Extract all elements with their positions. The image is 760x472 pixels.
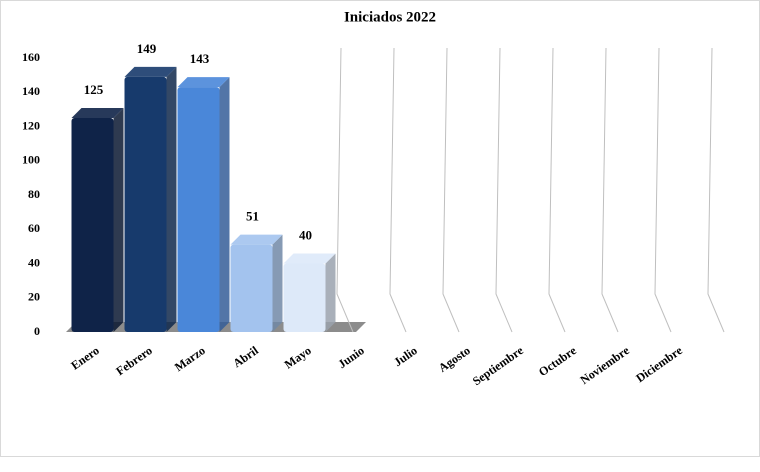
- y-tick-label: 100: [22, 153, 40, 167]
- wall-divider: [654, 47, 672, 333]
- value-label-box: [184, 51, 215, 70]
- y-tick-label: 80: [28, 187, 40, 201]
- y-tick-label: 40: [28, 255, 40, 269]
- y-tick-label: 120: [22, 118, 40, 132]
- bar-side: [113, 107, 124, 332]
- wall-divider: [707, 47, 725, 333]
- bar: [177, 87, 220, 332]
- wall-divider: [336, 47, 354, 333]
- y-tick-label: 140: [22, 84, 40, 98]
- y-tick-label: 60: [28, 221, 40, 235]
- bar-side: [219, 77, 230, 332]
- value-label: 125: [84, 82, 104, 97]
- bar-top: [283, 253, 336, 264]
- wall-divider: [548, 47, 566, 333]
- value-label-box: [78, 81, 109, 100]
- bar-top: [177, 77, 230, 88]
- bar-top: [124, 66, 177, 77]
- wall-divider: [442, 47, 460, 333]
- bar: [283, 263, 326, 332]
- bar-side: [272, 234, 283, 332]
- wall-divider: [389, 47, 407, 333]
- chart-title: Iniciados 2022: [344, 9, 436, 25]
- bar-side: [325, 253, 336, 332]
- value-label: 143: [190, 51, 210, 66]
- y-tick-label: 160: [22, 50, 40, 64]
- value-label-box: [290, 227, 321, 246]
- value-label: 149: [137, 41, 157, 56]
- y-tick-label: 20: [28, 290, 40, 304]
- y-tick-label: 0: [34, 324, 40, 338]
- bar: [71, 117, 114, 332]
- bar-top: [71, 107, 124, 118]
- bar-top: [230, 234, 283, 245]
- bar: [124, 76, 167, 333]
- value-label: 51: [246, 209, 259, 224]
- value-label-box: [131, 40, 162, 59]
- wall-divider: [495, 47, 513, 333]
- bar-side: [166, 66, 177, 333]
- bar: [230, 244, 273, 332]
- value-label-box: [237, 208, 268, 227]
- wall-divider: [601, 47, 619, 333]
- value-label: 40: [299, 227, 312, 242]
